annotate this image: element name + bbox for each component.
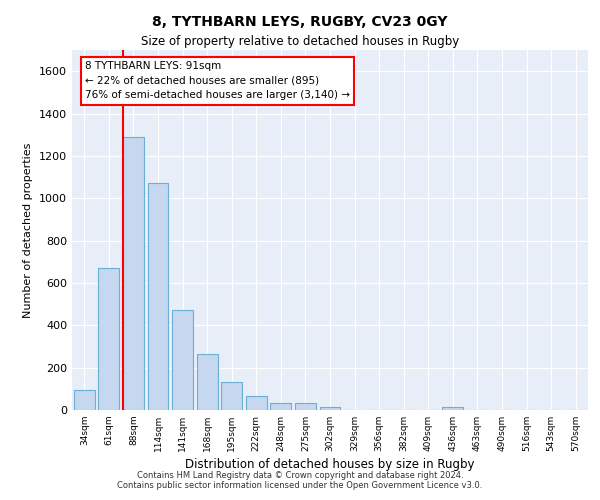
Bar	[221, 382, 242, 410]
Text: 8, TYTHBARN LEYS, RUGBY, CV23 0GY: 8, TYTHBARN LEYS, RUGBY, CV23 0GY	[152, 15, 448, 29]
Bar	[98, 268, 119, 410]
Bar	[271, 403, 292, 410]
Text: 8 TYTHBARN LEYS: 91sqm
← 22% of detached houses are smaller (895)
76% of semi-de: 8 TYTHBARN LEYS: 91sqm ← 22% of detached…	[85, 61, 350, 100]
Bar	[295, 402, 316, 410]
Bar	[74, 390, 95, 410]
Bar	[172, 310, 193, 410]
Text: Size of property relative to detached houses in Rugby: Size of property relative to detached ho…	[141, 35, 459, 48]
Bar	[197, 354, 218, 410]
Bar	[123, 137, 144, 410]
Y-axis label: Number of detached properties: Number of detached properties	[23, 142, 34, 318]
Bar	[442, 407, 463, 410]
X-axis label: Distribution of detached houses by size in Rugby: Distribution of detached houses by size …	[185, 458, 475, 471]
Bar	[246, 396, 267, 410]
Text: Contains HM Land Registry data © Crown copyright and database right 2024.
Contai: Contains HM Land Registry data © Crown c…	[118, 470, 482, 490]
Bar	[320, 407, 340, 410]
Bar	[148, 184, 169, 410]
